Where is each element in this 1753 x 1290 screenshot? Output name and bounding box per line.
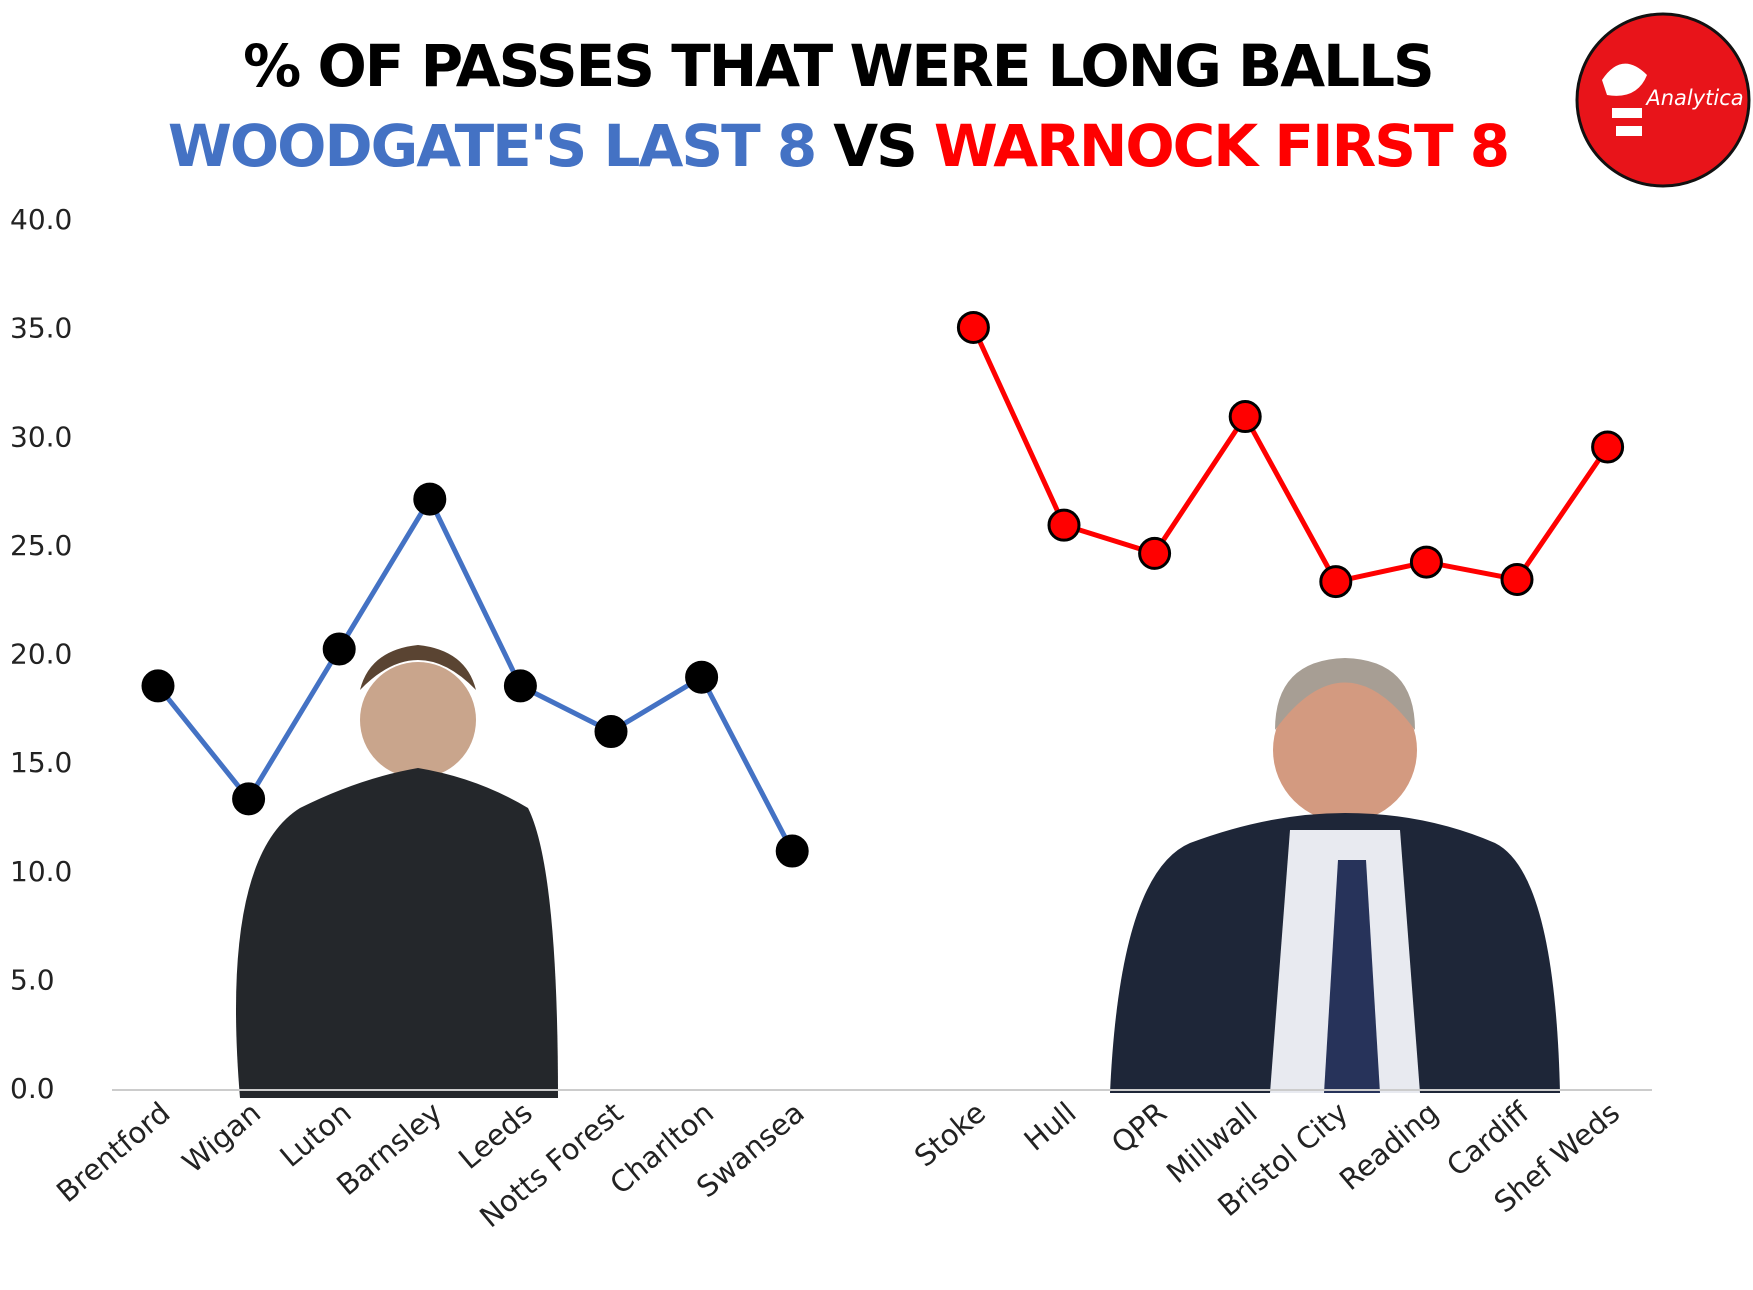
series-marker (503, 669, 537, 703)
logo: Analytica (1575, 12, 1751, 188)
series-marker (1138, 536, 1172, 570)
x-tick-label: Luton (273, 1095, 357, 1173)
series-marker (1228, 400, 1262, 434)
chart-title: % OF PASSES THAT WERE LONG BALLS (243, 32, 1433, 100)
y-tick-label: 0.0 (10, 1072, 55, 1105)
y-tick-label: 15.0 (10, 746, 72, 779)
series-marker (594, 715, 628, 749)
series-marker (1500, 562, 1534, 596)
series-marker (413, 482, 447, 516)
series-marker (685, 660, 719, 694)
x-tick-label: Hull (1018, 1095, 1083, 1157)
x-tick-label: QPR (1105, 1095, 1173, 1160)
logo-bee (1602, 63, 1647, 136)
y-tick-label: 5.0 (10, 963, 55, 996)
series-line (156, 496, 795, 853)
y-tick-label: 40.0 (10, 203, 72, 236)
x-tick-label: Reading (1333, 1095, 1445, 1197)
photo-left (236, 645, 558, 1098)
series-marker (232, 782, 266, 816)
series-marker (1047, 508, 1081, 542)
chart-subtitle: WOODGATE'S LAST 8 VS WARNOCK FIRST 8 (168, 112, 1508, 180)
y-tick-label: 25.0 (10, 529, 72, 562)
series-line (971, 326, 1610, 585)
subtitle-right: WARNOCK FIRST 8 (934, 112, 1508, 180)
y-tick-label: 35.0 (10, 312, 72, 345)
x-tick-label: Brentford (50, 1095, 176, 1209)
y-tick-label: 10.0 (10, 855, 72, 888)
series-marker (1319, 565, 1353, 599)
series-marker (956, 310, 990, 344)
series-marker (775, 834, 809, 868)
series-marker (141, 669, 175, 703)
series-marker (322, 632, 356, 666)
logo-text: Analytica (1644, 86, 1743, 110)
subtitle-middle: VS (833, 112, 916, 180)
y-tick-label: 20.0 (10, 638, 72, 671)
y-tick-label: 30.0 (10, 420, 72, 453)
logo-circle (1575, 12, 1751, 188)
x-tick-label: Wigan (176, 1095, 267, 1179)
subtitle-left: WOODGATE'S LAST 8 (168, 112, 815, 180)
series-marker (1409, 545, 1443, 579)
x-tick-label: Stoke (908, 1095, 992, 1173)
photo-right (1110, 658, 1560, 1093)
series-marker (1591, 430, 1625, 464)
